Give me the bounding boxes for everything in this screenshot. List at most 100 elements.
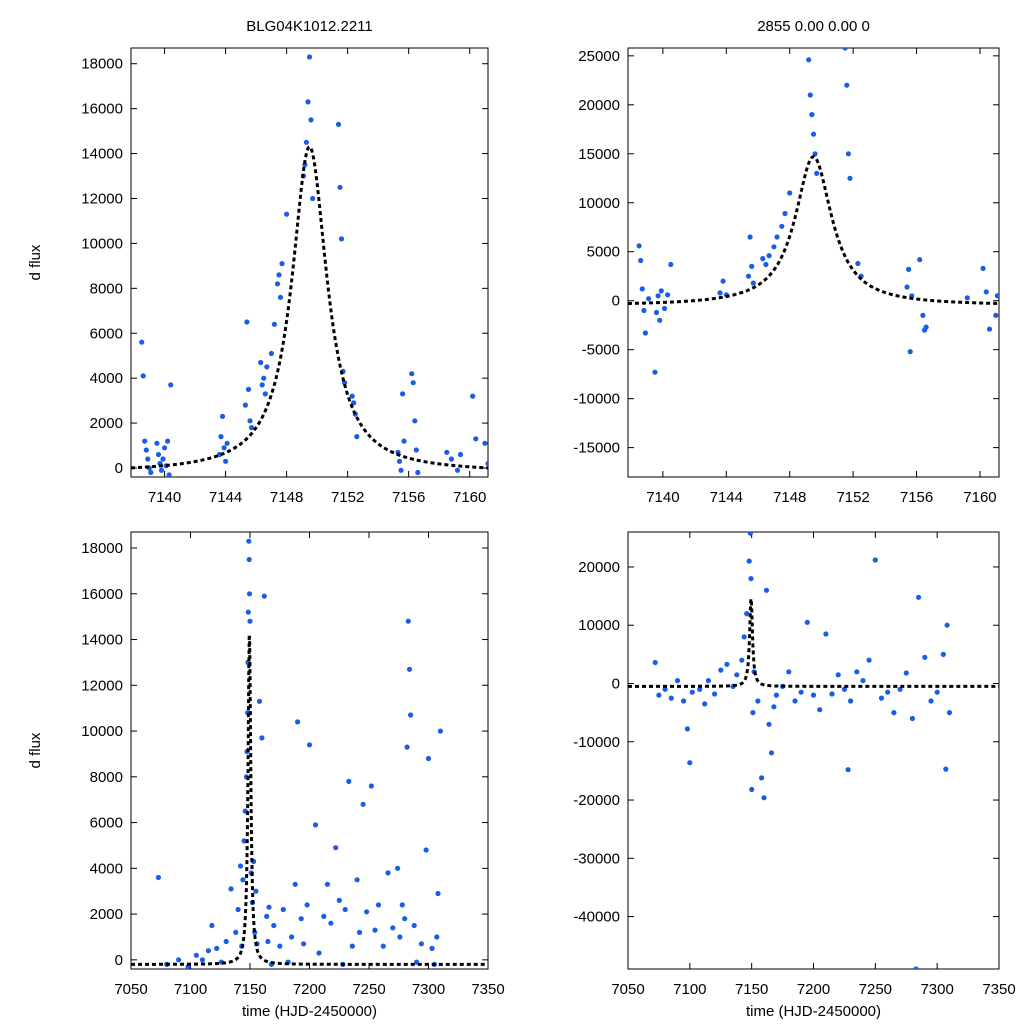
x-tick-label: 7148: [270, 489, 303, 506]
data-point: [412, 418, 418, 424]
data-point: [944, 622, 950, 628]
data-point: [814, 170, 820, 176]
data-point: [916, 594, 922, 600]
data-point: [878, 695, 885, 701]
y-tick-label: -15000: [573, 440, 620, 457]
y-tick-label: 6000: [90, 815, 123, 832]
data-point: [193, 952, 199, 958]
data-point: [747, 234, 753, 240]
data-point: [994, 293, 999, 299]
data-point: [897, 686, 903, 692]
data-point: [771, 244, 777, 250]
data-point: [741, 634, 747, 640]
data-point: [308, 117, 314, 123]
data-point: [641, 307, 647, 314]
y-tick-label: 10000: [578, 617, 620, 634]
fit-curve: [628, 155, 999, 305]
data-point: [749, 786, 755, 793]
y-tick-label: 0: [115, 460, 123, 477]
data-point: [337, 184, 343, 190]
data-point: [246, 556, 252, 563]
y-tick-label: 25000: [578, 48, 620, 65]
y-tick-label: 10000: [81, 235, 123, 252]
data-point: [143, 447, 149, 453]
data-point: [356, 929, 363, 936]
data-point: [653, 309, 660, 316]
y-tick-label: 20000: [578, 559, 620, 576]
data-point: [655, 293, 661, 299]
data-point: [689, 689, 695, 695]
data-point: [662, 686, 668, 692]
data-point: [258, 359, 264, 366]
data-point: [786, 669, 792, 675]
data-point: [806, 57, 812, 63]
data-point: [295, 719, 301, 725]
data-point: [423, 847, 429, 853]
data-point: [681, 698, 687, 704]
data-point: [810, 131, 817, 137]
data-point: [687, 760, 693, 766]
data-point: [946, 710, 953, 716]
data-point: [209, 922, 215, 929]
data-point: [303, 139, 309, 145]
data-point: [652, 659, 658, 666]
data-point: [636, 243, 642, 249]
plot-frame: [130, 531, 489, 970]
x-tick-label: 7150: [233, 981, 266, 998]
data-point: [845, 151, 852, 157]
data-point: [259, 382, 265, 388]
y-tick-label: 16000: [81, 586, 123, 603]
data-point: [746, 558, 752, 564]
data-point: [321, 913, 327, 920]
y-tick-label: -40000: [573, 909, 620, 926]
data-point: [787, 190, 793, 196]
data-point: [841, 686, 848, 692]
data-point: [812, 151, 818, 157]
data-point: [724, 661, 730, 667]
data-point: [697, 686, 703, 692]
data-point: [415, 469, 421, 476]
data-point: [413, 447, 419, 453]
x-tick-label: 7152: [836, 489, 869, 506]
data-point: [405, 618, 411, 624]
data-point: [763, 587, 770, 593]
data-point: [434, 934, 440, 940]
data-point: [804, 619, 810, 625]
data-point: [162, 445, 168, 451]
data-point: [235, 906, 241, 913]
data-point: [844, 82, 850, 88]
data-point: [265, 938, 271, 945]
data-point: [922, 654, 928, 660]
data-point: [237, 863, 244, 869]
data-point: [842, 48, 848, 51]
data-point: [485, 460, 488, 467]
data-point: [368, 783, 374, 789]
data-point: [247, 618, 253, 624]
data-point: [342, 906, 348, 913]
data-point: [923, 324, 929, 330]
x-tick-label: 7100: [174, 981, 207, 998]
data-point: [402, 916, 408, 922]
data-point: [639, 286, 645, 292]
data-point: [748, 576, 754, 582]
data-point: [176, 957, 182, 963]
data-point: [482, 440, 488, 446]
x-tick-label: 7350: [471, 981, 504, 998]
data-point: [885, 689, 891, 695]
chart-title: BLG04K1012.2211: [246, 18, 373, 35]
data-point: [665, 292, 671, 298]
plot-frame: [627, 531, 1000, 970]
data-point: [271, 922, 277, 929]
data-point: [792, 698, 798, 704]
y-tick-label: -30000: [573, 850, 620, 867]
data-point: [219, 413, 226, 419]
data-point: [228, 886, 234, 892]
data-point: [264, 364, 270, 370]
data-point: [766, 721, 772, 727]
y-tick-label: 0: [612, 675, 620, 692]
data-point: [349, 943, 355, 949]
data-point: [810, 692, 817, 698]
data-point: [396, 458, 403, 464]
data-point: [657, 317, 663, 323]
data-point: [406, 666, 413, 672]
